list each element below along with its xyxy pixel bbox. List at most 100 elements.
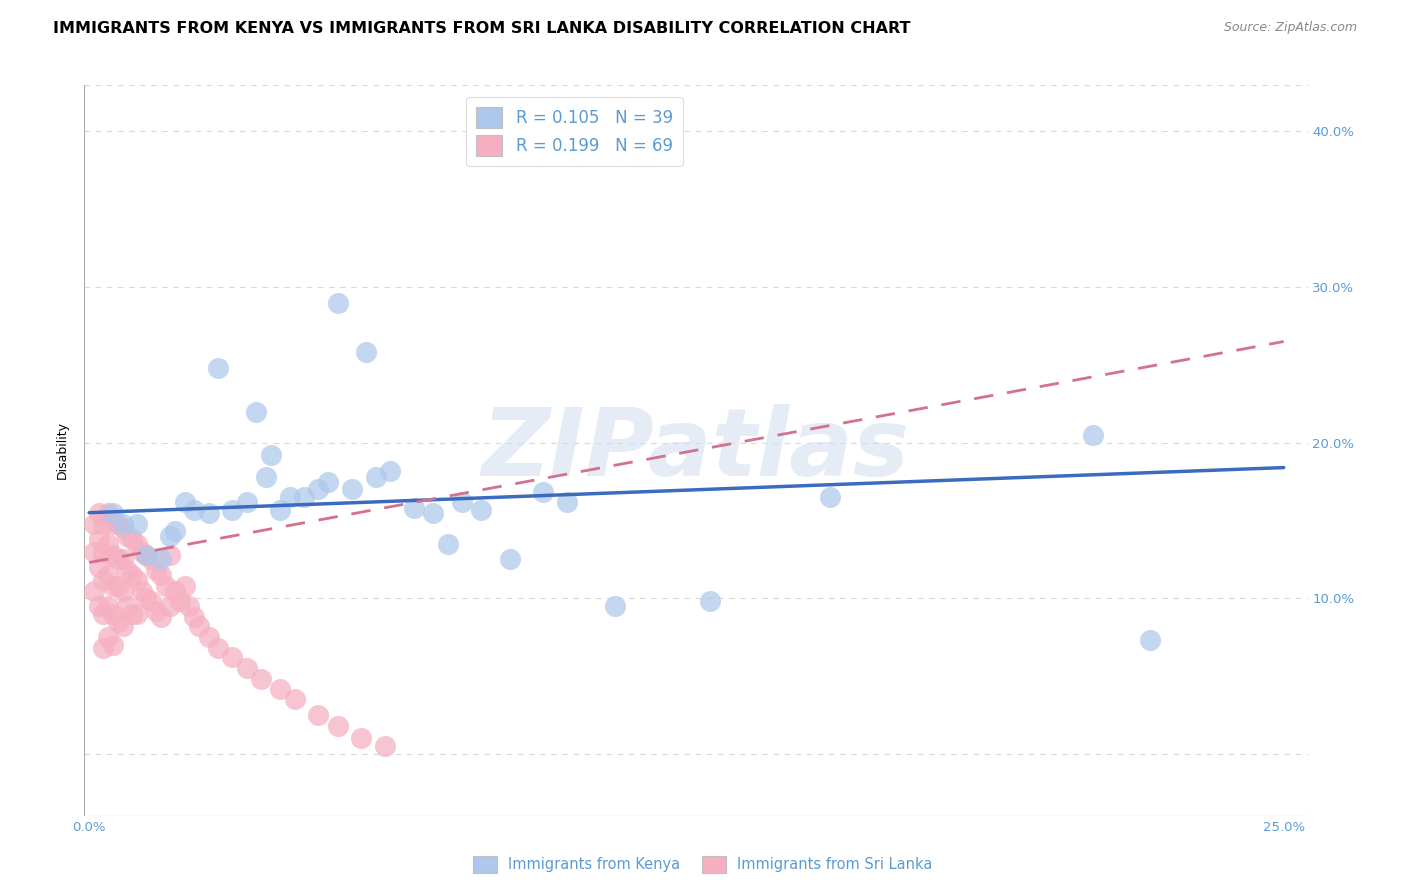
Point (135, 591, 157, 606)
Point (121, 568, 143, 582)
Point (93, 544, 115, 558)
Legend: Immigrants from Kenya, Immigrants from Sri Lanka: Immigrants from Kenya, Immigrants from S… (465, 849, 941, 880)
Point (149, 610, 172, 624)
Point (117, 529, 139, 543)
Point (183, 502, 205, 516)
Point (97, 599, 120, 613)
Point (135, 548, 157, 562)
Point (207, 361, 229, 376)
Point (101, 506, 124, 520)
Point (364, 470, 387, 484)
Point (350, 731, 373, 746)
Point (436, 537, 458, 551)
Point (356, 345, 378, 359)
Point (125, 537, 148, 551)
Point (1081, 428, 1104, 442)
Point (107, 516, 129, 531)
Point (121, 607, 143, 621)
Point (326, 295, 349, 310)
Point (250, 672, 273, 686)
Point (380, 464, 402, 478)
Point (555, 495, 578, 509)
Point (135, 548, 157, 562)
Point (699, 594, 721, 608)
Point (125, 516, 148, 531)
Point (173, 495, 195, 509)
Point (236, 495, 259, 509)
Point (207, 641, 229, 656)
Point (183, 610, 205, 624)
Point (149, 568, 172, 582)
Point (173, 579, 195, 593)
Point (165, 524, 187, 539)
Point (402, 501, 425, 516)
Point (83, 516, 105, 531)
Point (93, 607, 115, 621)
Point (97, 568, 120, 582)
Point (179, 599, 201, 613)
Point (603, 599, 626, 613)
Point (125, 607, 148, 621)
Point (155, 579, 177, 593)
Point (531, 485, 554, 500)
Point (278, 490, 301, 504)
Point (422, 506, 444, 520)
Point (145, 563, 167, 577)
Point (93, 516, 115, 531)
Point (125, 573, 148, 587)
Point (159, 548, 181, 562)
Point (470, 502, 492, 516)
Text: IMMIGRANTS FROM KENYA VS IMMIGRANTS FROM SRI LANKA DISABILITY CORRELATION CHART: IMMIGRANTS FROM KENYA VS IMMIGRANTS FROM… (53, 21, 911, 37)
Point (165, 583, 187, 598)
Point (117, 563, 139, 577)
Legend: R = 0.105   N = 39, R = 0.199   N = 69: R = 0.105 N = 39, R = 0.199 N = 69 (465, 96, 683, 166)
Point (97, 630, 120, 644)
Point (101, 548, 124, 562)
Point (101, 607, 124, 621)
Point (97, 537, 120, 551)
Point (498, 552, 520, 566)
Point (236, 661, 259, 675)
Point (374, 739, 396, 753)
Point (450, 495, 472, 509)
Point (101, 579, 124, 593)
Point (169, 594, 191, 608)
Point (83, 544, 105, 558)
Point (316, 475, 339, 489)
Point (111, 521, 134, 535)
Point (87, 599, 110, 613)
Point (145, 604, 167, 618)
Point (818, 490, 841, 504)
Point (308, 708, 330, 723)
Point (340, 483, 363, 497)
Point (149, 552, 172, 566)
Point (93, 573, 115, 587)
Point (107, 615, 129, 629)
Text: Source: ZipAtlas.com: Source: ZipAtlas.com (1223, 21, 1357, 35)
Point (269, 502, 291, 516)
Point (308, 483, 330, 497)
Point (159, 529, 181, 543)
Point (87, 532, 110, 546)
Point (159, 599, 181, 613)
Point (131, 583, 153, 598)
Y-axis label: Disability: Disability (55, 421, 69, 480)
Point (111, 552, 134, 566)
Point (111, 583, 134, 598)
Point (83, 583, 105, 598)
Point (101, 638, 124, 652)
Point (188, 619, 211, 633)
Point (292, 490, 315, 504)
Point (117, 599, 139, 613)
Point (93, 641, 115, 656)
Point (107, 552, 129, 566)
Point (260, 448, 283, 462)
Point (269, 681, 291, 696)
Point (221, 502, 243, 516)
Point (111, 516, 134, 531)
Point (197, 630, 219, 644)
Point (87, 560, 110, 574)
Text: ZIPatlas: ZIPatlas (482, 404, 910, 497)
Point (245, 404, 267, 418)
Point (97, 506, 120, 520)
